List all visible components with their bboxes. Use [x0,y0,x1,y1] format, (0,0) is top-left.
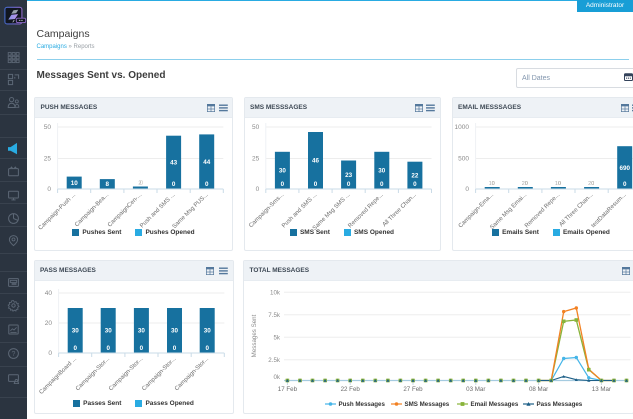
svg-text:Removed Repe...: Removed Repe... [347,192,384,229]
svg-text:0: 0 [47,186,51,193]
svg-text:50: 50 [44,124,52,131]
svg-text:20: 20 [588,181,594,187]
svg-text:30: 30 [203,328,211,335]
svg-text:Same Msg SMS ...: Same Msg SMS ... [311,192,351,232]
svg-text:03 Mar: 03 Mar [466,386,485,393]
svg-text:22 Feb: 22 Feb [341,386,361,393]
svg-text:Campaign-Stor...: Campaign-Stor... [141,356,177,392]
svg-text:All Three Chan...: All Three Chan... [558,192,594,228]
svg-text:0: 0 [622,181,626,188]
svg-text:?: ? [12,351,16,358]
svg-text:5k: 5k [273,334,280,341]
svg-text:Campaign-Stor...: Campaign-Stor... [108,356,144,392]
svg-text:0: 0 [172,181,176,188]
svg-text:Campaign-Stor...: Campaign-Stor... [174,356,210,392]
svg-text:0: 0 [525,181,528,187]
svg-text:20: 20 [521,181,527,187]
svg-text:27 Feb: 27 Feb [403,386,423,393]
svg-text:Campaign-Push ...: Campaign-Push ... [38,192,78,232]
svg-text:10: 10 [71,180,79,187]
svg-text:0: 0 [346,181,350,188]
svg-text:Campaign-Sms...: Campaign-Sms... [248,192,285,229]
svg-text:7.5k: 7.5k [268,312,281,319]
svg-text:Push and SMS ...: Push and SMS ... [281,192,318,229]
svg-text:08 Mar: 08 Mar [529,386,548,393]
svg-text:500: 500 [458,156,469,163]
svg-text:CampaignBoard ...: CampaignBoard ... [38,356,78,396]
svg-text:Campaign-Stor...: Campaign-Stor... [75,356,111,392]
svg-text:30: 30 [378,168,386,175]
svg-text:25: 25 [251,156,259,163]
svg-text:690: 690 [619,165,630,172]
svg-text:40: 40 [44,290,52,297]
svg-text:0: 0 [255,186,259,193]
svg-text:20: 20 [44,320,52,327]
svg-text:1000: 1000 [454,124,469,131]
svg-text:10: 10 [488,181,494,187]
svg-text:30: 30 [137,328,145,335]
svg-text:50: 50 [251,124,259,131]
svg-text:44: 44 [203,159,211,166]
svg-text:43: 43 [170,160,178,167]
svg-text:Removed Repe...: Removed Repe... [524,192,561,229]
svg-text:Same Msg Emai...: Same Msg Emai... [489,192,528,231]
svg-text:0: 0 [380,181,384,188]
svg-text:0: 0 [280,181,284,188]
svg-text:0: 0 [465,186,469,193]
svg-text:0: 0 [205,181,209,188]
svg-text:Pass Messages: Pass Messages [537,401,583,408]
svg-text:0: 0 [48,350,52,357]
svg-text:0: 0 [139,345,143,352]
svg-text:Email Messages: Email Messages [471,401,519,408]
svg-text:0: 0 [140,181,143,187]
svg-text:30: 30 [278,168,286,175]
svg-text:0: 0 [172,345,176,352]
svg-text:Campaign-Bea...: Campaign-Bea... [74,192,110,228]
svg-text:10: 10 [554,181,560,187]
svg-text:0: 0 [73,345,77,352]
svg-text:0: 0 [106,345,110,352]
svg-text:2: 2 [138,181,141,187]
svg-text:CampaignCen-...: CampaignCen-... [107,192,144,229]
svg-text:30: 30 [71,328,79,335]
svg-text:22: 22 [411,173,419,180]
svg-text:30: 30 [104,328,112,335]
svg-text:8: 8 [106,181,110,188]
svg-text:Same Msg PUS...: Same Msg PUS... [172,192,210,230]
svg-text:30: 30 [170,328,178,335]
svg-text:46: 46 [311,158,319,165]
svg-text:2.5k: 2.5k [268,357,281,364]
svg-text:10k: 10k [270,289,281,296]
svg-text:0: 0 [591,181,594,187]
svg-text:13 Mar: 13 Mar [592,386,611,393]
svg-text:All Three Chan...: All Three Chan... [381,192,417,228]
svg-text:Push and SMS ...: Push and SMS ... [139,192,176,229]
svg-text:25: 25 [44,156,52,163]
svg-text:testDataResum...: testDataResum... [590,192,627,229]
svg-text:0k: 0k [273,374,280,381]
svg-text:0: 0 [313,181,317,188]
svg-text:0: 0 [558,181,561,187]
svg-text:0: 0 [413,181,417,188]
svg-text:23: 23 [345,172,353,179]
svg-text:SMS Messages: SMS Messages [405,401,450,408]
svg-text:0: 0 [491,181,494,187]
svg-text:Messages Sent: Messages Sent [251,314,258,357]
svg-text:Campaign-Ema...: Campaign-Ema... [457,192,494,229]
svg-text:0: 0 [205,345,209,352]
svg-text:Push Messages: Push Messages [339,401,386,408]
svg-text:17 Feb: 17 Feb [278,386,298,393]
